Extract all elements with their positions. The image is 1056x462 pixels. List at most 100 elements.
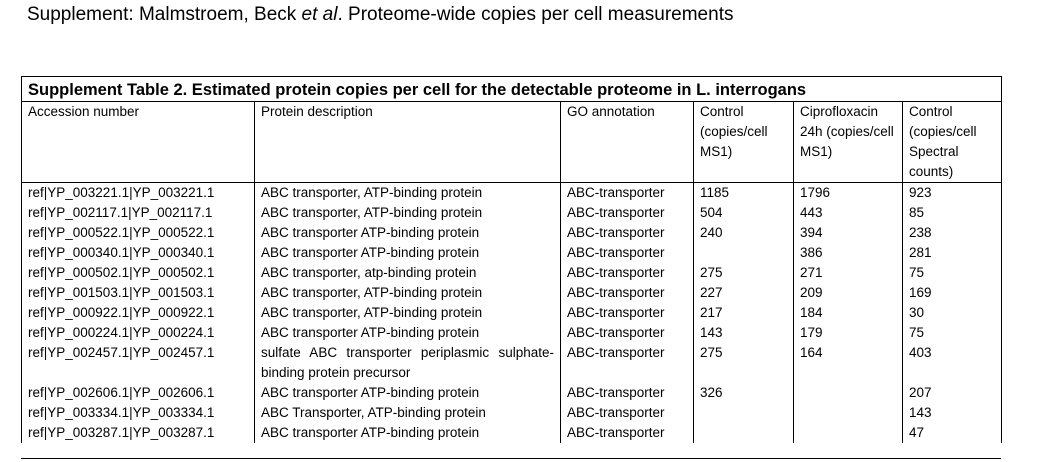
accession-cell: ref|YP_000340.1|YP_000340.1 (21, 243, 255, 263)
control-spectral-cell: 281 (901, 243, 1003, 263)
description-cell: ABC transporter ATP-binding protein (254, 323, 561, 343)
column-header-control-spectral: Control (copies/cell Spectral counts) (901, 101, 1003, 183)
description-cell: ABC transporter, ATP-binding protein (254, 303, 561, 323)
control-spectral-cell: 238 (901, 223, 1003, 243)
table-header-row: Accession number Protein description GO … (21, 101, 1003, 183)
control-spectral-cell: 30 (901, 303, 1003, 323)
control-spectral-cell: 169 (901, 283, 1003, 303)
table-row: ref|YP_003334.1|YP_003334.1 ABC Transport… (21, 403, 1003, 423)
control-spectral-cell: 75 (901, 263, 1003, 283)
control-spectral-cell: 207 (901, 383, 1003, 403)
control-ms1-cell (693, 243, 794, 263)
accession-cell: ref|YP_000224.1|YP_000224.1 (21, 323, 255, 343)
description-cell: ABC Transporter, ATP-binding protein (254, 403, 561, 423)
go-annotation-cell: ABC-transporter (560, 263, 694, 283)
accession-cell: ref|YP_003334.1|YP_003334.1 (21, 403, 255, 423)
description-cell: ABC transporter, ATP-binding protein (254, 203, 561, 223)
go-annotation-cell: ABC-transporter (560, 383, 694, 403)
column-header-ciprofloxacin-ms1: Ciprofloxacin 24h (copies/cell MS1) (793, 101, 903, 183)
table-row: ref|YP_003221.1|YP_003221.1 ABC transport… (21, 182, 1003, 203)
go-annotation-cell: ABC-transporter (560, 223, 694, 243)
control-ms1-cell (693, 403, 794, 423)
control-ms1-cell: 143 (693, 323, 794, 343)
table-row: ref|YP_000522.1|YP_000522.1 ABC transport… (21, 223, 1003, 243)
go-annotation-cell: ABC-transporter (560, 303, 694, 323)
accession-cell: ref|YP_000522.1|YP_000522.1 (21, 223, 255, 243)
ciprofloxacin-ms1-cell: 179 (793, 323, 903, 343)
column-header-accession: Accession number (21, 101, 255, 183)
control-ms1-cell: 240 (693, 223, 794, 243)
go-annotation-cell: ABC-transporter (560, 403, 694, 423)
description-cell: ABC transporter, ATP-binding protein (254, 182, 561, 203)
control-ms1-cell: 217 (693, 303, 794, 323)
ciprofloxacin-ms1-cell: 394 (793, 223, 903, 243)
description-cell: ABC transporter ATP-binding protein (254, 223, 561, 243)
control-ms1-cell: 227 (693, 283, 794, 303)
table-row: ref|YP_002117.1|YP_002117.1 ABC transport… (21, 203, 1003, 223)
go-annotation-cell: ABC-transporter (560, 323, 694, 343)
ciprofloxacin-ms1-cell: 164 (793, 343, 903, 383)
table-row: ref|YP_003287.1|YP_003287.1 ABC transport… (21, 423, 1003, 443)
control-spectral-cell: 47 (901, 423, 1003, 443)
table-row: ref|YP_002457.1|YP_002457.1 sulfate ABC t… (21, 343, 1003, 383)
control-spectral-cell: 143 (901, 403, 1003, 423)
table-row: ref|YP_000922.1|YP_000922.1 ABC transport… (21, 303, 1003, 323)
supplement-header-suffix: . Proteome-wide copies per cell measurem… (337, 4, 734, 25)
ciprofloxacin-ms1-cell (793, 403, 903, 423)
ciprofloxacin-ms1-cell: 271 (793, 263, 903, 283)
supplement-table-container: Supplement Table 2. Estimated protein co… (20, 76, 1003, 443)
go-annotation-cell: ABC-transporter (560, 203, 694, 223)
description-cell: ABC transporter, ATP-binding protein (254, 283, 561, 303)
accession-cell: ref|YP_000922.1|YP_000922.1 (21, 303, 255, 323)
supplement-header-etal: et al (301, 4, 338, 25)
table-row: ref|YP_000224.1|YP_000224.1 ABC transport… (21, 323, 1003, 343)
table-caption-row: Supplement Table 2. Estimated protein co… (20, 76, 1003, 102)
control-spectral-cell: 403 (901, 343, 1003, 383)
column-header-control-ms1: Control (copies/cell MS1) (693, 101, 794, 183)
ciprofloxacin-ms1-cell (793, 383, 903, 403)
description-cell: ABC transporter ATP-binding protein (254, 423, 561, 443)
control-spectral-cell: 75 (901, 323, 1003, 343)
column-header-description: Protein description (254, 101, 561, 183)
accession-cell: ref|YP_003221.1|YP_003221.1 (21, 182, 255, 203)
description-cell: ABC transporter ATP-binding protein (254, 243, 561, 263)
table-row: ref|YP_002606.1|YP_002606.1 ABC transport… (21, 383, 1003, 403)
table-row: ref|YP_001503.1|YP_001503.1 ABC transport… (21, 283, 1003, 303)
supplement-header-prefix: Supplement: Malmstroem, Beck (27, 4, 302, 25)
description-cell: ABC transporter ATP-binding protein (254, 383, 561, 403)
go-annotation-cell: ABC-transporter (560, 283, 694, 303)
control-spectral-cell: 923 (901, 182, 1003, 203)
control-ms1-cell (693, 423, 794, 443)
ciprofloxacin-ms1-cell: 184 (793, 303, 903, 323)
description-cell: ABC transporter, atp-binding protein (254, 263, 561, 283)
description-cell: sulfate ABC transporter periplasmic sulp… (254, 343, 561, 383)
ciprofloxacin-ms1-cell (793, 423, 903, 443)
control-ms1-cell: 504 (693, 203, 794, 223)
accession-cell: ref|YP_001503.1|YP_001503.1 (21, 283, 255, 303)
ciprofloxacin-ms1-cell: 443 (793, 203, 903, 223)
control-ms1-cell: 1185 (693, 182, 794, 203)
supplement-header: Supplement: Malmstroem, Beck et al. Prot… (27, 4, 733, 26)
control-ms1-cell: 275 (693, 343, 794, 383)
accession-cell: ref|YP_003287.1|YP_003287.1 (21, 423, 255, 443)
accession-cell: ref|YP_002457.1|YP_002457.1 (21, 343, 255, 383)
column-header-go-annotation: GO annotation (560, 101, 694, 183)
table-row: ref|YP_000502.1|YP_000502.1 ABC transport… (21, 263, 1003, 283)
ciprofloxacin-ms1-cell: 1796 (793, 182, 903, 203)
table-caption: Supplement Table 2. Estimated protein co… (20, 76, 1003, 102)
accession-cell: ref|YP_000502.1|YP_000502.1 (21, 263, 255, 283)
go-annotation-cell: ABC-transporter (560, 182, 694, 203)
supplement-table: Supplement Table 2. Estimated protein co… (20, 76, 1003, 443)
table-body: ref|YP_003221.1|YP_003221.1 ABC transport… (21, 182, 1003, 443)
accession-cell: ref|YP_002606.1|YP_002606.1 (21, 383, 255, 403)
table-cut-edge (21, 458, 1001, 459)
accession-cell: ref|YP_002117.1|YP_002117.1 (21, 203, 255, 223)
ciprofloxacin-ms1-cell: 209 (793, 283, 903, 303)
table-row: ref|YP_000340.1|YP_000340.1 ABC transport… (21, 243, 1003, 263)
ciprofloxacin-ms1-cell: 386 (793, 243, 903, 263)
go-annotation-cell: ABC-transporter (560, 343, 694, 383)
control-spectral-cell: 85 (901, 203, 1003, 223)
go-annotation-cell: ABC-transporter (560, 243, 694, 263)
control-ms1-cell: 275 (693, 263, 794, 283)
go-annotation-cell: ABC-transporter (560, 423, 694, 443)
